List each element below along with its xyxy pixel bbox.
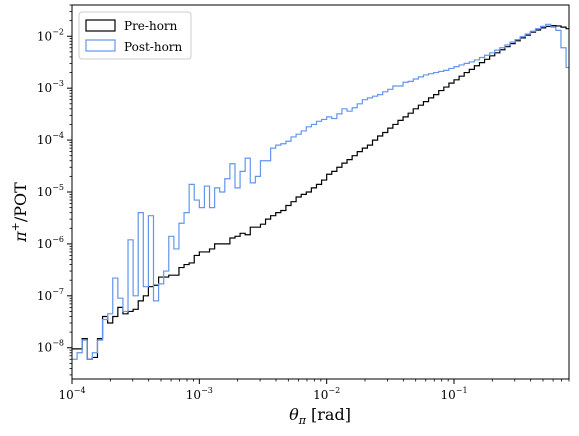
legend-box [78,11,192,60]
x-axis-label: θπ [rad] [289,405,351,427]
series-pre-horn-line [72,25,569,360]
x-tick-label: 10−3 [186,386,213,402]
plot-frame [71,4,570,380]
ticks-layer: 10−4 10−3 10−2 10−1 10−8 10−7 10−6 10−5 10−4 10−3… [37,4,570,402]
x-tick-label: 10−4 [58,386,85,402]
y-tick-label: 10−2 [37,27,64,43]
y-tick-label: 10−3 [37,79,64,95]
legend-swatch-pre-horn [85,19,116,32]
legend: Pre-horn Post-horn [78,11,192,60]
legend-label-pre-horn: Pre-horn [124,19,178,33]
y-tick-label: 10−5 [37,183,64,199]
x-tick-label: 10−2 [313,386,340,402]
y-tick-label: 10−4 [37,131,64,147]
series-layer [72,23,569,360]
legend-label-post-horn: Post-horn [124,40,183,54]
y-axis-label: π+/POT [9,182,30,243]
legend-swatch-post-horn [85,39,116,52]
y-tick-label: 10−7 [37,287,64,303]
y-tick-label: 10−8 [37,339,64,355]
x-tick-label: 10−1 [440,386,467,402]
series-post-horn-line [72,23,569,360]
y-tick-label: 10−6 [37,235,64,251]
